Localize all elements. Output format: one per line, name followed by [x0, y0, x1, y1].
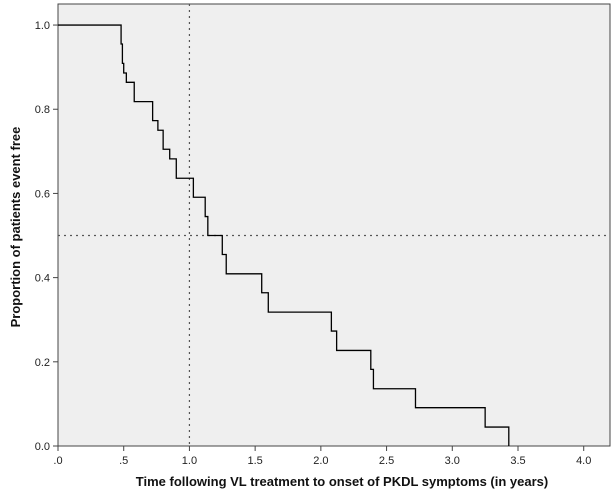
x-tick-label: 2.0: [313, 455, 328, 467]
y-axis-title: Proportion of patients event free: [8, 127, 23, 328]
x-tick-label: 1.5: [247, 455, 262, 467]
x-tick-label: 4.0: [576, 455, 591, 467]
x-tick-label: 1.0: [182, 455, 197, 467]
x-tick-label: 2.5: [379, 455, 394, 467]
km-step-line: [58, 24, 510, 446]
y-tick-label: 0.8: [35, 104, 50, 116]
x-tick-label: 3.5: [510, 455, 525, 467]
y-tick-label: 0.4: [35, 273, 50, 285]
x-tick-label: 3.0: [445, 455, 460, 467]
x-axis-title: Time following VL treatment to onset of …: [136, 474, 548, 489]
x-tick-label: .0: [53, 455, 62, 467]
survival-curve: [58, 24, 510, 446]
y-tick-label: 1.0: [35, 20, 50, 32]
y-tick-label: 0.6: [35, 188, 50, 200]
x-tick-label: .5: [119, 455, 128, 467]
axis-ticks: .0 .5 1.0 1.5 2.0 2.5 3.0 3.5 4.0 0.0 0.2 0.4 0.6 0.8…: [35, 20, 592, 467]
y-tick-label: 0.2: [35, 357, 50, 369]
y-tick-label: 0.0: [35, 441, 50, 453]
reference-lines: [58, 4, 610, 446]
plot-background: [57, 3, 611, 447]
